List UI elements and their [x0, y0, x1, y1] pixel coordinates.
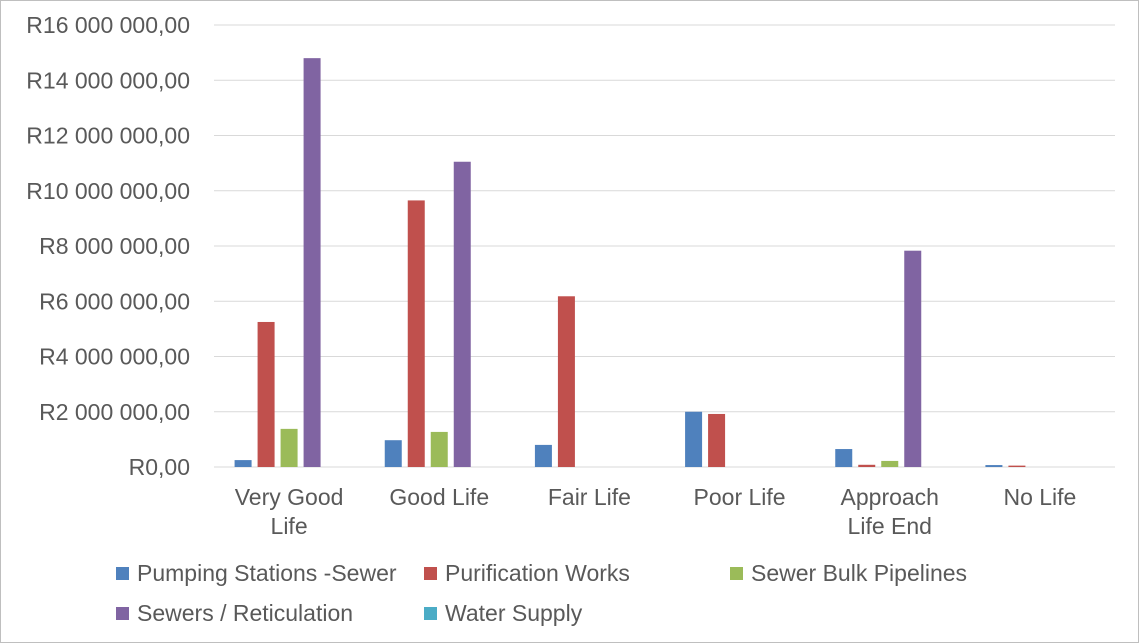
y-tick-label: R12 000 000,00 [26, 123, 190, 149]
y-tick-label: R2 000 000,00 [39, 399, 190, 425]
x-category-label: Fair Life [548, 484, 631, 510]
x-category-label: Life [271, 513, 308, 539]
bar [557, 296, 575, 467]
x-category-label: Very Good [235, 484, 344, 510]
bar [835, 449, 853, 467]
bar [985, 465, 1003, 467]
bar [430, 431, 448, 467]
x-category-label: Good Life [389, 484, 489, 510]
x-category-label: Life End [848, 513, 932, 539]
bar [407, 200, 425, 467]
bar [858, 464, 876, 467]
bar [257, 321, 275, 467]
bar [685, 411, 703, 467]
bar [904, 250, 922, 467]
y-tick-label: R0,00 [129, 454, 190, 480]
bar [1008, 465, 1026, 467]
y-tick-label: R8 000 000,00 [39, 233, 190, 259]
x-category-label: Poor Life [694, 484, 786, 510]
x-category-label: No Life [1003, 484, 1076, 510]
bar [534, 444, 552, 467]
bar [708, 413, 726, 467]
y-tick-label: R16 000 000,00 [26, 12, 190, 38]
bar [303, 58, 321, 468]
bar [234, 460, 252, 467]
bar [280, 428, 298, 467]
y-tick-label: R14 000 000,00 [26, 67, 190, 93]
y-tick-label: R6 000 000,00 [39, 288, 190, 314]
bar [384, 440, 402, 467]
y-tick-label: R4 000 000,00 [39, 344, 190, 370]
bar [881, 460, 899, 467]
bar [453, 161, 471, 467]
y-tick-label: R10 000 000,00 [26, 178, 190, 204]
x-category-label: Approach [841, 484, 939, 510]
